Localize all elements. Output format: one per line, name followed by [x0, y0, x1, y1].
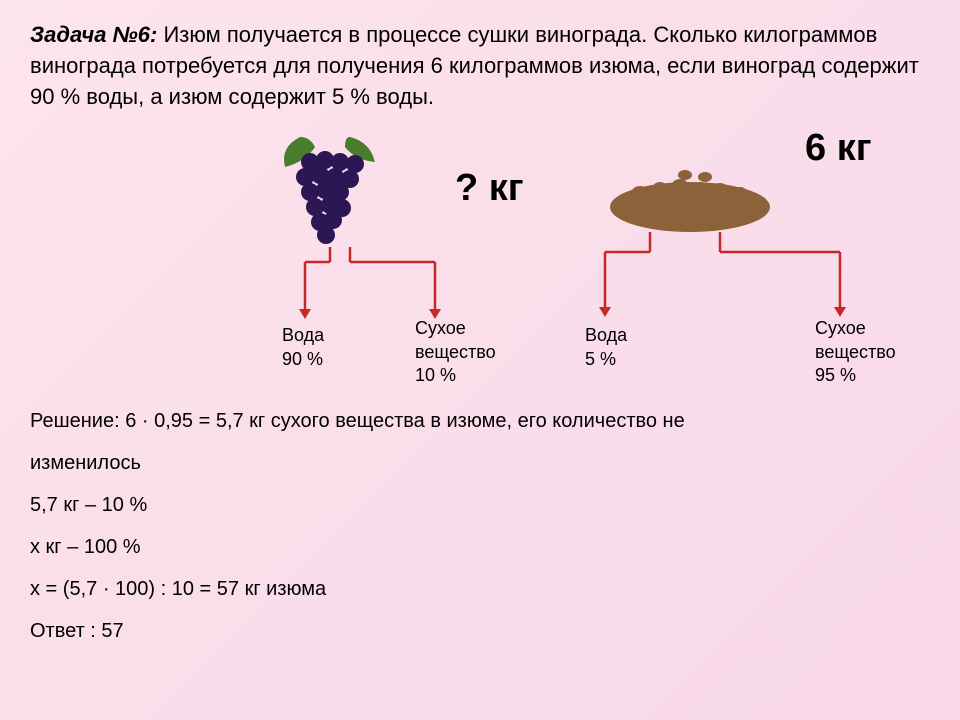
dry-text2: вещество: [815, 341, 896, 364]
water-pct: 5 %: [585, 348, 627, 371]
solution-block: Решение: 6 · 0,95 = 5,7 кг сухого вещест…: [30, 402, 930, 650]
solution-line: 5,7 кг – 10 %: [30, 486, 930, 524]
arrow-raisins-water: [590, 232, 670, 322]
dry-text1: Сухое: [815, 317, 896, 340]
water-text: Вода: [585, 324, 627, 347]
diagram: ? кг 6 кг Вода 90 % Сухое вещество 10 %: [30, 122, 930, 402]
raisins-dry-label: Сухое вещество 95 %: [815, 317, 896, 387]
dry-pct: 95 %: [815, 364, 896, 387]
water-pct: 90 %: [282, 348, 324, 371]
solution-line: изменилось: [30, 444, 930, 482]
water-text: Вода: [282, 324, 324, 347]
solution-line: х кг – 100 %: [30, 528, 930, 566]
grapes-weight-label: ? кг: [455, 167, 524, 210]
raisins-water-label: Вода 5 %: [585, 324, 627, 371]
solution-line: х = (5,7 · 100) : 10 = 57 кг изюма: [30, 570, 930, 608]
problem-body: Изюм получается в процессе сушки виногра…: [30, 22, 919, 109]
grapes-water-label: Вода 90 %: [282, 324, 324, 371]
arrow-raisins-dry: [710, 232, 860, 322]
grapes-dry-label: Сухое вещество 10 %: [415, 317, 496, 387]
dry-text2: вещество: [415, 341, 496, 364]
raisins-weight-label: 6 кг: [805, 127, 872, 170]
dry-pct: 10 %: [415, 364, 496, 387]
problem-statement: Задача №6: Изюм получается в процессе су…: [30, 20, 930, 112]
arrow-grapes-dry: [340, 247, 450, 327]
arrow-grapes-water: [295, 247, 345, 327]
grapes-image: [260, 132, 400, 252]
problem-title: Задача №6:: [30, 22, 157, 47]
raisins-image: [600, 137, 780, 237]
solution-line: Ответ : 57: [30, 612, 930, 650]
dry-text1: Сухое: [415, 317, 496, 340]
solution-line: Решение: 6 · 0,95 = 5,7 кг сухого вещест…: [30, 402, 930, 440]
